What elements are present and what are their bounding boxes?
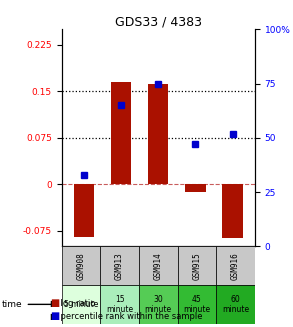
Text: ■ log ratio: ■ log ratio	[50, 299, 95, 308]
Text: GSM913: GSM913	[115, 252, 124, 280]
Bar	[178, 285, 216, 324]
Bar	[62, 285, 100, 324]
Bar	[62, 246, 100, 285]
Bar	[216, 246, 255, 285]
Title: GDS33 / 4383: GDS33 / 4383	[115, 15, 202, 28]
Bar	[148, 84, 168, 184]
Text: 30
minute: 30 minute	[145, 295, 172, 314]
Text: 60
minute: 60 minute	[222, 295, 249, 314]
Text: ■ percentile rank within the sample: ■ percentile rank within the sample	[50, 312, 202, 321]
Bar	[111, 82, 131, 184]
Text: ■: ■	[50, 311, 59, 321]
Text: GSM915: GSM915	[193, 252, 201, 280]
Bar	[222, 184, 243, 238]
Bar	[185, 184, 206, 192]
Bar	[100, 246, 139, 285]
Bar	[100, 285, 139, 324]
Text: 45
minute: 45 minute	[183, 295, 210, 314]
Bar	[178, 246, 216, 285]
Bar	[74, 184, 94, 237]
Text: GSM916: GSM916	[231, 252, 240, 280]
Bar	[139, 246, 178, 285]
Text: 5 minute: 5 minute	[64, 300, 98, 309]
Text: GSM914: GSM914	[154, 252, 163, 280]
Bar	[139, 285, 178, 324]
Text: time: time	[2, 300, 57, 309]
Text: GSM908: GSM908	[76, 252, 85, 280]
Bar	[216, 285, 255, 324]
Text: ■: ■	[50, 298, 59, 308]
Text: 15
minute: 15 minute	[106, 295, 133, 314]
